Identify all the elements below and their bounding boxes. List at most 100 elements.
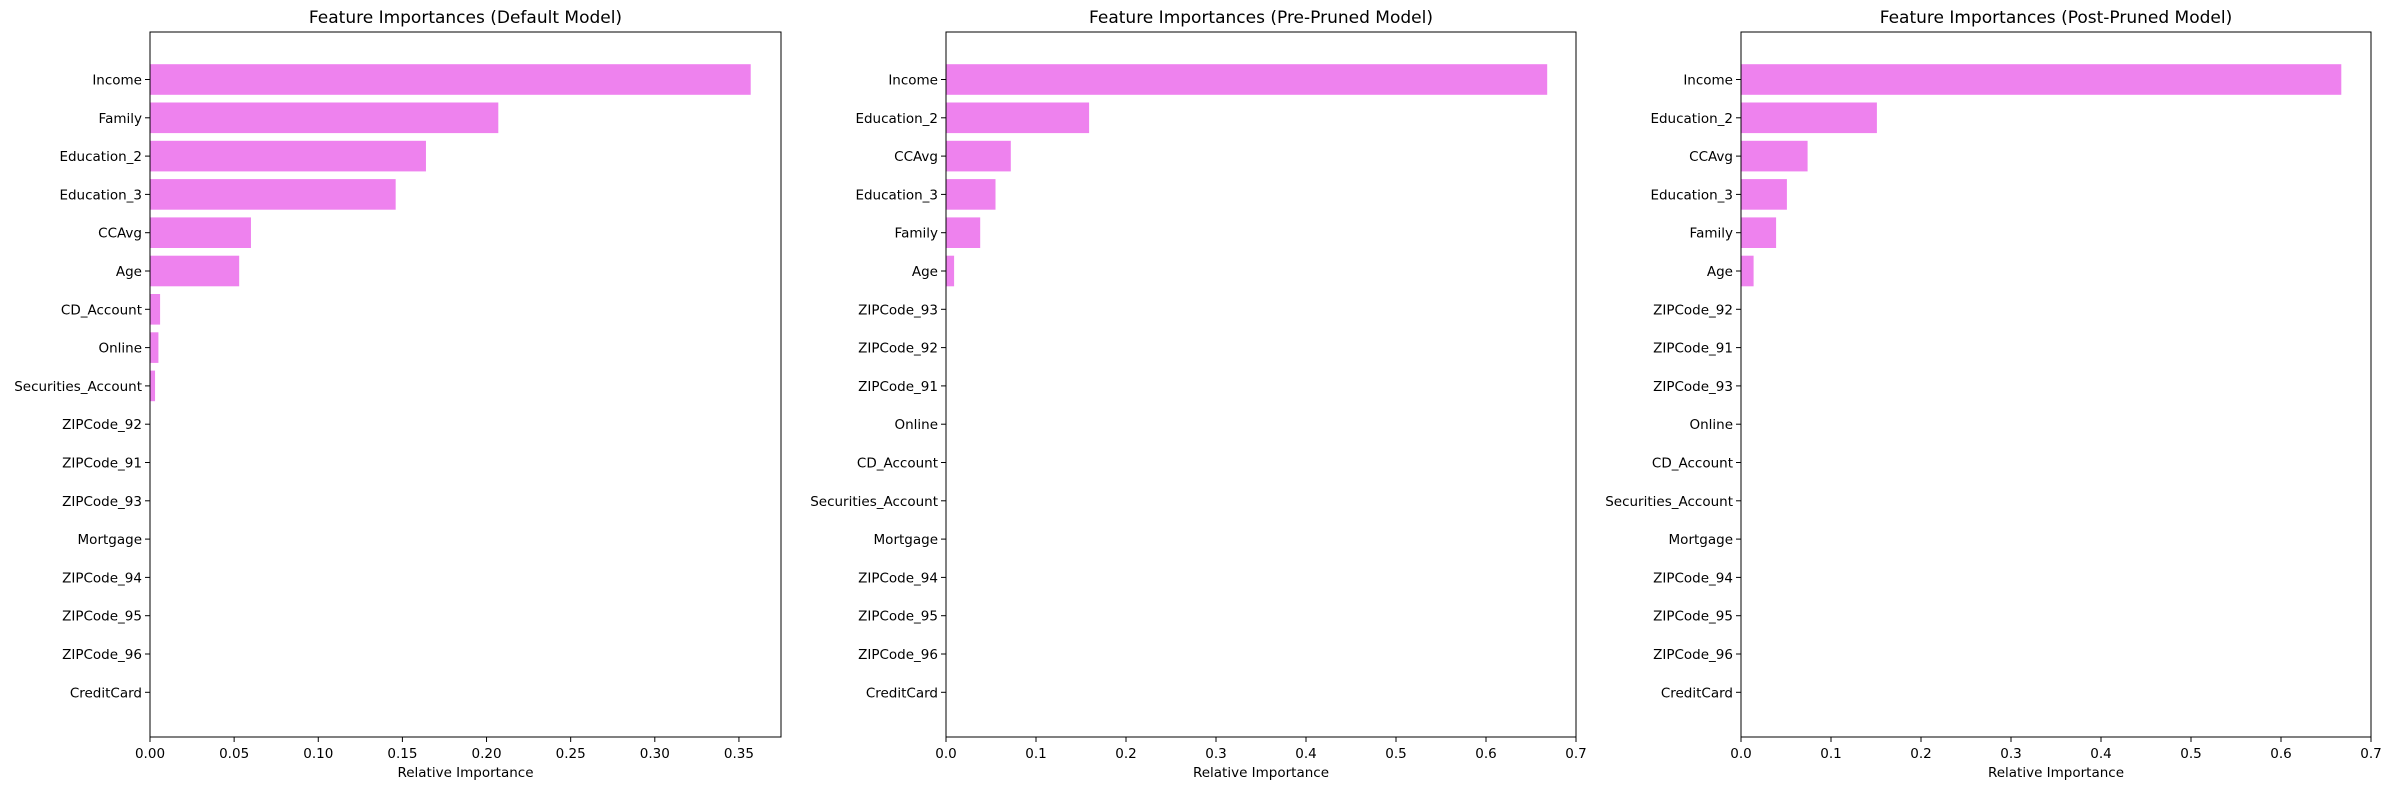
category-label: Online (1689, 417, 1733, 433)
bar (150, 332, 159, 363)
category-label: CreditCard (866, 685, 938, 701)
category-label: Education_2 (855, 111, 938, 127)
x-tick-label: 0.30 (640, 746, 670, 762)
x-tick-label: 0.4 (1295, 746, 1316, 762)
category-label: Income (888, 73, 938, 89)
x-tick-label: 0.7 (2360, 746, 2381, 762)
bar (946, 102, 1090, 134)
chart-panel: Feature Importances (Default Model) Incom… (14, 8, 782, 781)
bar (150, 102, 499, 134)
x-tick-label: 0.6 (1475, 746, 1496, 762)
axes-frame (1740, 31, 2372, 738)
x-tick-label: 0.0 (1730, 746, 1751, 762)
category-label: ZIPCode_96 (62, 647, 142, 663)
x-tick-label: 0.20 (472, 746, 502, 762)
category-label: ZIPCode_94 (1653, 570, 1733, 586)
category-label: ZIPCode_91 (62, 456, 142, 472)
x-tick-label: 0.3 (2000, 746, 2021, 762)
x-tick-label: 0.05 (219, 746, 249, 762)
category-label: ZIPCode_95 (858, 609, 938, 625)
axes-frame (149, 31, 782, 738)
chart-title: Feature Importances (Post-Pruned Model) (1880, 8, 2232, 28)
bar (1741, 102, 1877, 134)
category-label: ZIPCode_95 (62, 609, 142, 625)
category-label: Mortgage (1669, 532, 1733, 548)
bar (1741, 179, 1787, 210)
category-label: ZIPCode_92 (858, 341, 938, 357)
x-tick-label: 0.1 (1025, 746, 1046, 762)
category-label: Education_2 (59, 149, 142, 165)
category-label: CreditCard (70, 685, 142, 701)
x-tick-label: 0.0 (935, 746, 956, 762)
category-label: Mortgage (874, 532, 938, 548)
category-label: Family (1690, 226, 1733, 242)
bar (150, 294, 161, 325)
x-tick-label: 0.5 (2180, 746, 2201, 762)
x-axis-label: Relative Importance (1988, 765, 2124, 781)
category-label: Income (92, 73, 142, 89)
category-label: Age (116, 264, 142, 280)
category-label: Education_3 (855, 187, 938, 203)
category-label: CreditCard (1661, 685, 1733, 701)
category-label: ZIPCode_96 (1653, 647, 1733, 663)
category-label: CD_Account (1652, 456, 1733, 472)
category-label: Education_3 (59, 187, 142, 203)
category-label: ZIPCode_95 (1653, 609, 1733, 625)
category-label: Age (912, 264, 938, 280)
category-label: ZIPCode_92 (1653, 302, 1733, 318)
bar (1741, 140, 1808, 172)
bar (150, 370, 156, 402)
category-label: ZIPCode_92 (62, 417, 142, 433)
bar (150, 64, 751, 95)
x-tick-label: 0.35 (724, 746, 754, 762)
bar (1741, 64, 2342, 95)
bar (946, 179, 996, 210)
category-label: ZIPCode_93 (1653, 379, 1733, 395)
category-label: ZIPCode_94 (62, 570, 142, 586)
x-tick-label: 0.3 (1205, 746, 1226, 762)
category-label: CD_Account (857, 456, 938, 472)
category-label: ZIPCode_96 (858, 647, 938, 663)
category-label: Securities_Account (14, 379, 142, 395)
x-tick-label: 0.25 (556, 746, 586, 762)
bar (946, 217, 981, 248)
category-label: Family (99, 111, 142, 127)
category-label: Securities_Account (810, 494, 938, 510)
category-label: CCAvg (1689, 149, 1733, 165)
x-tick-label: 0.15 (387, 746, 417, 762)
bar (946, 255, 955, 287)
category-label: Education_2 (1650, 111, 1733, 127)
bar (1741, 217, 1777, 248)
x-tick-label: 0.10 (303, 746, 333, 762)
category-label: Education_3 (1650, 187, 1733, 203)
category-label: ZIPCode_94 (858, 570, 938, 586)
chart-panel: Feature Importances (Pre-Pruned Model) In… (810, 8, 1587, 781)
category-label: Family (895, 226, 938, 242)
category-label: Age (1707, 264, 1733, 280)
category-label: ZIPCode_93 (62, 494, 142, 510)
x-tick-label: 0.5 (1385, 746, 1406, 762)
chart-panel: Feature Importances (Post-Pruned Model) I… (1605, 8, 2382, 781)
x-tick-label: 0.1 (1820, 746, 1841, 762)
bar (150, 179, 396, 210)
category-label: Mortgage (78, 532, 142, 548)
category-label: Securities_Account (1605, 494, 1733, 510)
category-label: ZIPCode_91 (858, 379, 938, 395)
category-label: ZIPCode_91 (1653, 341, 1733, 357)
chart-panels: Feature Importances (Default Model) Incom… (14, 8, 2382, 781)
x-tick-label: 0.00 (135, 746, 165, 762)
x-axis-label: Relative Importance (397, 765, 533, 781)
category-label: Online (98, 341, 142, 357)
chart-title: Feature Importances (Pre-Pruned Model) (1089, 8, 1433, 28)
x-tick-label: 0.6 (2270, 746, 2291, 762)
x-axis-label: Relative Importance (1193, 765, 1329, 781)
bar (150, 217, 251, 248)
bar (1741, 255, 1754, 287)
x-tick-label: 0.4 (2090, 746, 2111, 762)
category-label: CCAvg (894, 149, 938, 165)
bar (150, 140, 426, 172)
x-tick-label: 0.2 (1115, 746, 1136, 762)
x-tick-label: 0.7 (1565, 746, 1586, 762)
axes-frame (945, 31, 1577, 738)
